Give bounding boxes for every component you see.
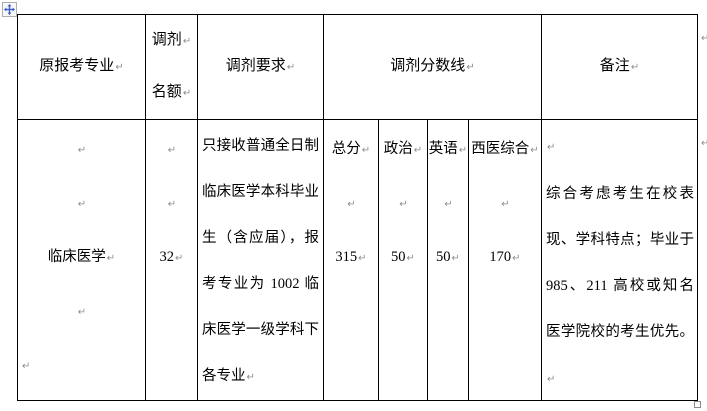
- empty-paragraph: ↵: [428, 177, 468, 231]
- empty-paragraph: ↵: [146, 123, 197, 177]
- score-western-medicine-label: 西医综合↵: [471, 141, 539, 157]
- paragraph-mark-icon: ↵: [358, 253, 367, 264]
- header-quota-line-1: 调剂↵: [151, 32, 192, 48]
- empty-paragraph: ↵: [18, 123, 145, 177]
- empty-paragraph: ↵: [18, 285, 145, 339]
- cell-remarks[interactable]: ↵ 综合考虑考生在校表 现、学科特点；毕业于 985、211 高校或知名 医学院…: [542, 120, 698, 401]
- header-original-major[interactable]: 原报考专业↵: [18, 15, 146, 120]
- requirements-line: 各专业↵: [202, 368, 255, 384]
- paragraph-mark-icon: ↵: [106, 253, 116, 264]
- requirements-line: 床医学一级学科下: [202, 322, 319, 338]
- cell-score-total[interactable]: 总分↵ ↵ 315↵: [324, 120, 379, 401]
- table-resize-handle[interactable]: [694, 401, 701, 408]
- paragraph-mark-icon: ↵: [77, 145, 87, 156]
- header-score-line[interactable]: 调剂分数线↵: [324, 15, 542, 120]
- move-cross-icon: [4, 4, 15, 15]
- header-requirements-line: 调剂要求↵: [225, 58, 296, 74]
- paragraph-mark-icon: ↵: [175, 253, 184, 264]
- score-total-value: 315↵: [335, 249, 367, 265]
- paragraph-mark-icon: ↵: [286, 62, 296, 73]
- remarks-line: 985、211 高校或知名: [546, 278, 694, 294]
- empty-paragraph: ↵: [18, 339, 145, 393]
- table-move-handle[interactable]: [2, 2, 17, 17]
- cell-score-english[interactable]: 英语↵ ↵ 50↵: [428, 120, 469, 401]
- score-english-label: 英语↵: [428, 141, 468, 157]
- paragraph-mark-icon: ↵: [361, 145, 371, 156]
- paragraph-mark-icon: ↵: [444, 199, 453, 210]
- score-politics-value: 50↵: [391, 249, 415, 265]
- quota-value: 32↵: [159, 249, 184, 265]
- header-remarks[interactable]: 备注↵: [542, 15, 698, 120]
- requirements-line: 只接收普通全日制: [202, 138, 319, 154]
- header-quota[interactable]: 调剂↵ 名额↵: [146, 15, 198, 120]
- paragraph-mark-icon: ↵: [182, 36, 192, 47]
- cell-requirements[interactable]: 只接收普通全日制 临床医学本科毕业 生（含应届），报 考专业为 1002 临 床…: [198, 120, 324, 401]
- paragraph-mark-icon: ↵: [547, 142, 556, 153]
- cell-score-politics[interactable]: 政治↵ ↵ 50↵: [379, 120, 428, 401]
- header-remarks-line: 备注↵: [599, 58, 640, 74]
- paragraph-mark-icon: ↵: [547, 374, 556, 385]
- paragraph-mark-icon: ↵: [167, 199, 177, 210]
- header-original-major-line: 原报考专业↵: [39, 58, 124, 74]
- cell-original-major[interactable]: ↵ ↵ 临床医学↵ ↵ ↵: [18, 120, 146, 401]
- end-of-row-mark-icon: ↵: [701, 138, 707, 149]
- paragraph-mark-icon: ↵: [501, 199, 510, 210]
- paragraph-mark-icon: ↵: [77, 199, 87, 210]
- paragraph-mark-icon: ↵: [512, 253, 521, 264]
- paragraph-mark-icon: ↵: [466, 62, 475, 73]
- remarks-line: 现、学科特点；毕业于: [546, 232, 694, 248]
- remarks-line: 综合考虑考生在校表: [546, 186, 694, 202]
- empty-paragraph: ↵: [18, 177, 145, 231]
- paragraph-mark-icon: ↵: [347, 199, 356, 210]
- paragraph-mark-icon: ↵: [630, 62, 640, 73]
- cell-quota[interactable]: ↵ ↵ 32↵: [146, 120, 198, 401]
- score-politics-label: 政治↵: [383, 141, 423, 157]
- cell-score-western-medicine[interactable]: 西医综合↵ ↵ 170↵: [469, 120, 542, 401]
- paragraph-mark-icon: ↵: [77, 307, 87, 318]
- empty-paragraph: ↵: [469, 177, 541, 231]
- empty-paragraph: ↵: [379, 177, 427, 231]
- end-of-row-mark-icon: ↵: [701, 33, 707, 44]
- paragraph-mark-icon: ↵: [246, 372, 255, 383]
- empty-paragraph: ↵: [146, 177, 197, 231]
- score-western-medicine-value: 170↵: [489, 249, 521, 265]
- requirements-line: 临床医学本科毕业: [202, 184, 319, 200]
- paragraph-mark-icon: ↵: [451, 253, 460, 264]
- score-total-label: 总分↵: [331, 141, 371, 157]
- score-english-value: 50↵: [436, 249, 460, 265]
- paragraph-mark-icon: ↵: [530, 145, 539, 156]
- paragraph-mark-icon: ↵: [406, 253, 415, 264]
- paragraph-mark-icon: ↵: [458, 145, 468, 156]
- paragraph-mark-icon: ↵: [167, 145, 177, 156]
- requirements-line: 生（含应届），报: [202, 230, 319, 246]
- paragraph-mark-icon: ↵: [22, 361, 31, 372]
- remarks-line: 医学院校的考生优先。↵: [546, 324, 694, 385]
- transfer-quota-table: 原报考专业↵ 调剂↵ 名额↵ 调剂要求↵ 调剂分数线↵ 备注↵ ↵ ↵ 临床医学…: [17, 14, 698, 401]
- header-score-line-text: 调剂分数线↵: [390, 58, 475, 74]
- original-major-value: 临床医学↵: [47, 249, 116, 265]
- paragraph-mark-icon: ↵: [182, 88, 192, 99]
- header-quota-line-2: 名额↵: [151, 84, 192, 100]
- requirements-line: 考专业为 1002 临: [202, 276, 319, 292]
- paragraph-mark-icon: ↵: [413, 145, 423, 156]
- paragraph-mark-icon: ↵: [399, 199, 408, 210]
- paragraph-mark-icon: ↵: [115, 62, 124, 73]
- empty-paragraph: ↵: [546, 123, 694, 171]
- empty-paragraph: ↵: [324, 177, 378, 231]
- header-requirements[interactable]: 调剂要求↵: [198, 15, 324, 120]
